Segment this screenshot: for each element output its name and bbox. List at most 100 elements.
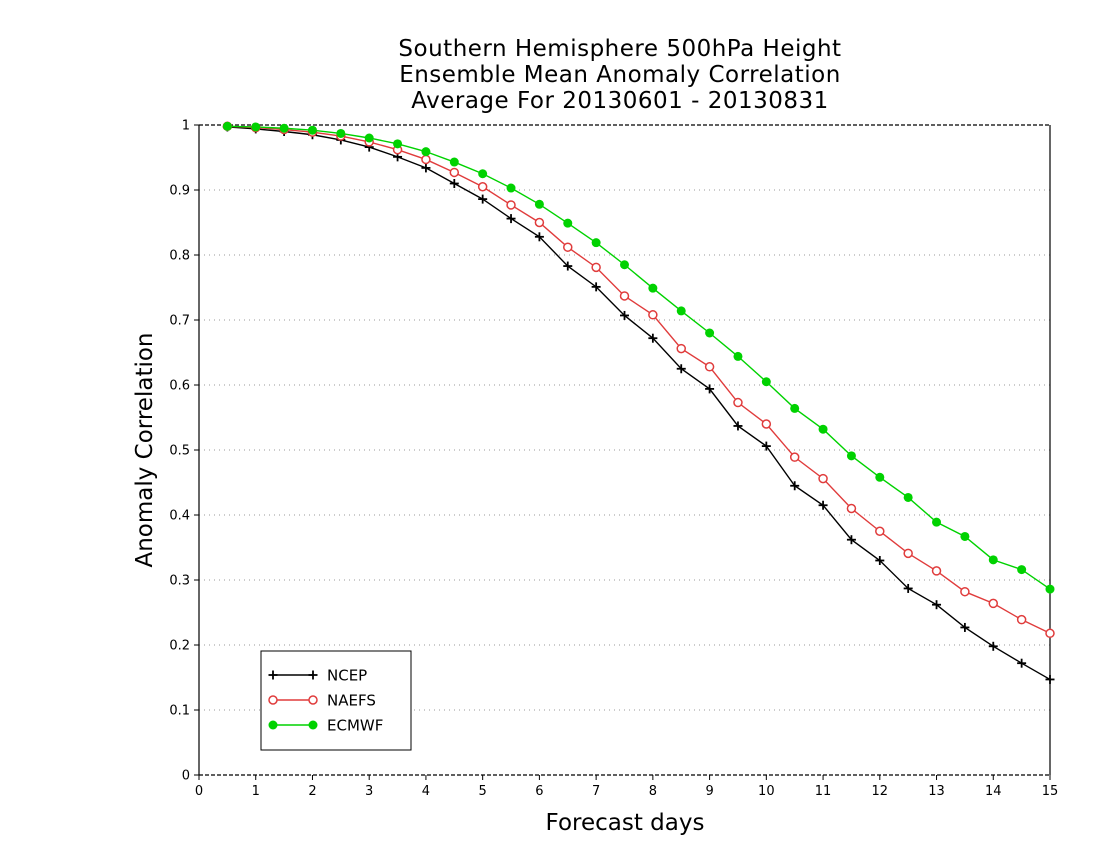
data-point-ecmwf-2 xyxy=(279,123,289,133)
x-tick-label-12: 12 xyxy=(872,784,889,799)
data-point-ecmwf-6 xyxy=(393,139,403,149)
data-point-ecmwf-18 xyxy=(733,351,743,361)
data-point-ecmwf-27 xyxy=(988,555,998,565)
data-point-ecmwf-7 xyxy=(421,147,431,157)
legend-marker-end-ncep xyxy=(308,670,318,680)
legend-label-ecmwf: ECMWF xyxy=(327,717,383,735)
x-tick-label-0: 0 xyxy=(195,784,203,799)
data-point-ncep-24 xyxy=(903,583,913,593)
data-point-ecmwf-1 xyxy=(251,122,261,132)
data-point-ecmwf-20 xyxy=(790,403,800,413)
x-tick-label-2: 2 xyxy=(308,784,316,799)
x-tick-label-1: 1 xyxy=(252,784,260,799)
data-point-ncep-18 xyxy=(733,421,743,431)
data-point-naefs-11 xyxy=(534,217,545,228)
data-point-ncep-25 xyxy=(932,600,942,610)
data-point-naefs-22 xyxy=(846,503,857,514)
data-point-ecmwf-10 xyxy=(506,183,516,193)
data-point-naefs-25 xyxy=(931,566,942,576)
data-point-ecmwf-15 xyxy=(648,283,658,293)
x-tick-label-9: 9 xyxy=(705,784,713,799)
data-point-ecmwf-23 xyxy=(875,472,885,482)
data-point-naefs-12 xyxy=(563,242,573,252)
x-tick-label-11: 11 xyxy=(815,784,832,799)
legend-marker-start-ncep xyxy=(268,670,278,680)
data-point-ncep-11 xyxy=(534,232,544,242)
data-point-ecmwf-26 xyxy=(960,531,970,541)
x-tick-label-13: 13 xyxy=(928,784,945,799)
data-point-ecmwf-24 xyxy=(903,492,913,502)
data-point-ecmwf-13 xyxy=(591,238,601,248)
x-tick-label-3: 3 xyxy=(365,784,373,799)
data-point-naefs-7 xyxy=(421,154,431,165)
x-tick-label-8: 8 xyxy=(649,784,657,799)
data-point-ncep-28 xyxy=(1017,658,1027,668)
data-point-ecmwf-17 xyxy=(705,328,715,338)
data-point-naefs-15 xyxy=(648,310,658,320)
y-tick-label-2: 0.2 xyxy=(169,639,190,654)
data-point-ecmwf-19 xyxy=(761,377,771,387)
y-tick-label-9: 0.9 xyxy=(169,184,190,199)
y-tick-label-6: 0.6 xyxy=(169,379,190,394)
series-line-ecmwf xyxy=(227,125,1051,590)
chart-title-line-2: Ensemble Mean Anomaly Correlation xyxy=(399,62,841,88)
x-tick-label-6: 6 xyxy=(535,784,543,799)
x-tick-label-15: 15 xyxy=(1042,784,1059,799)
data-point-ecmwf-5 xyxy=(364,133,374,143)
y-tick-label-4: 0.4 xyxy=(169,509,190,524)
data-point-ncep-27 xyxy=(988,641,998,651)
legend-marker-end-ecmwf xyxy=(308,720,318,730)
data-point-ncep-10 xyxy=(506,214,516,224)
data-point-ncep-8 xyxy=(449,179,459,188)
data-point-naefs-20 xyxy=(789,452,800,462)
data-point-naefs-14 xyxy=(619,291,630,301)
data-point-ncep-16 xyxy=(676,364,686,374)
y-tick-label-8: 0.8 xyxy=(169,249,190,264)
data-point-ecmwf-0 xyxy=(222,121,232,131)
y-tick-label-10: 1 xyxy=(182,119,190,134)
data-point-naefs-16 xyxy=(676,343,686,354)
data-point-ecmwf-29 xyxy=(1045,584,1055,594)
legend-label-naefs: NAEFS xyxy=(327,692,376,710)
data-point-ecmwf-4 xyxy=(336,128,346,138)
data-point-naefs-27 xyxy=(988,598,999,609)
data-point-ecmwf-16 xyxy=(676,306,686,316)
data-point-ecmwf-25 xyxy=(932,517,942,527)
data-point-naefs-21 xyxy=(818,473,828,484)
series-line-naefs xyxy=(227,125,1051,634)
data-point-ncep-29 xyxy=(1045,674,1055,684)
data-point-ncep-23 xyxy=(875,556,885,565)
data-point-ncep-26 xyxy=(960,622,970,632)
data-point-ecmwf-14 xyxy=(620,260,629,270)
legend-marker-start-naefs xyxy=(268,695,278,705)
chart-title-line-1: Southern Hemisphere 500hPa Height xyxy=(398,36,842,62)
data-point-naefs-26 xyxy=(960,586,970,597)
data-point-naefs-17 xyxy=(704,362,715,372)
data-point-naefs-24 xyxy=(903,548,913,559)
chart-title-line-3: Average For 20130601 - 20130831 xyxy=(411,88,829,114)
data-point-naefs-9 xyxy=(477,182,488,192)
data-point-ncep-12 xyxy=(563,261,573,271)
series-line-ncep xyxy=(227,126,1051,681)
y-tick-label-5: 0.5 xyxy=(169,444,190,459)
data-point-naefs-13 xyxy=(591,262,601,273)
data-point-ncep-7 xyxy=(421,163,431,173)
data-point-ecmwf-12 xyxy=(563,218,573,228)
x-tick-label-10: 10 xyxy=(758,784,775,799)
data-point-ncep-9 xyxy=(478,194,488,204)
data-point-naefs-28 xyxy=(1016,614,1027,625)
data-point-ncep-19 xyxy=(761,441,771,451)
x-tick-label-7: 7 xyxy=(592,784,600,799)
data-point-ecmwf-22 xyxy=(846,451,856,461)
data-point-naefs-8 xyxy=(449,167,460,178)
data-point-naefs-19 xyxy=(761,419,772,429)
data-point-ncep-22 xyxy=(846,535,856,545)
data-point-ncep-20 xyxy=(790,481,800,491)
data-point-naefs-10 xyxy=(506,200,516,210)
data-point-ncep-13 xyxy=(591,282,601,292)
data-point-ecmwf-21 xyxy=(818,424,828,434)
y-tick-label-3: 0.3 xyxy=(169,574,190,589)
data-point-ncep-14 xyxy=(620,310,629,320)
y-tick-label-0: 0 xyxy=(182,769,190,784)
